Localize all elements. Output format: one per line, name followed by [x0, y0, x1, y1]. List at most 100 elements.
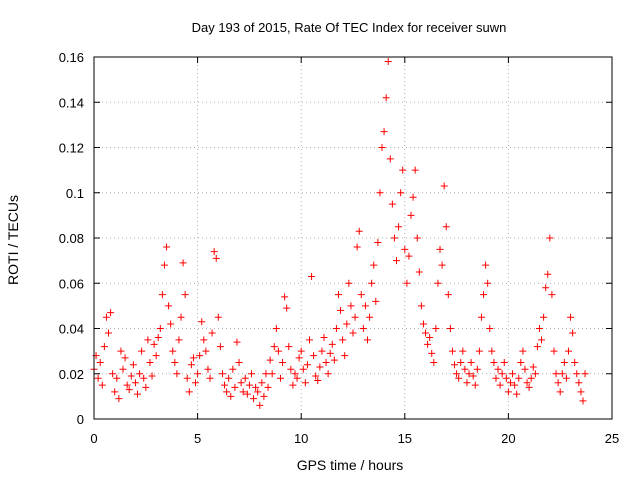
- y-tick-label: 0.1: [66, 186, 84, 201]
- data-point-plus: [158, 291, 166, 299]
- data-point-plus: [492, 374, 500, 382]
- data-point-plus: [374, 239, 382, 247]
- data-point-plus: [558, 370, 566, 378]
- data-point-plus: [542, 284, 550, 292]
- data-point-plus: [231, 383, 239, 391]
- x-tick-label: 20: [501, 431, 515, 446]
- data-point-plus: [117, 347, 125, 355]
- data-point-plus: [330, 356, 338, 364]
- data-point-plus: [113, 374, 121, 382]
- data-point-plus: [527, 374, 535, 382]
- data-point-plus: [295, 354, 303, 362]
- data-point-plus: [347, 302, 355, 310]
- data-point-plus: [577, 388, 585, 396]
- data-point-plus: [339, 336, 347, 344]
- y-tick-label: 0.06: [59, 276, 84, 291]
- data-point-plus: [482, 261, 490, 269]
- data-point-plus: [403, 279, 411, 287]
- data-point-plus: [266, 356, 274, 364]
- data-point-plus: [328, 340, 336, 348]
- data-point-plus: [187, 361, 195, 369]
- data-point-plus: [109, 370, 117, 378]
- data-point-plus: [351, 313, 359, 321]
- data-point-plus: [523, 379, 531, 387]
- data-point-plus: [148, 372, 156, 380]
- data-point-plus: [154, 334, 162, 342]
- data-point-plus: [308, 272, 316, 280]
- data-point-plus: [305, 336, 313, 344]
- data-point-plus: [498, 370, 506, 378]
- data-point-plus: [121, 354, 129, 362]
- data-point-plus: [554, 379, 562, 387]
- data-point-plus: [573, 370, 581, 378]
- data-point-plus: [448, 347, 456, 355]
- x-tick-label: 15: [398, 431, 412, 446]
- data-point-plus: [459, 347, 467, 355]
- data-point-plus: [156, 325, 164, 332]
- data-point-plus: [175, 336, 183, 344]
- data-point-plus: [260, 392, 268, 400]
- data-point-plus: [210, 248, 218, 256]
- data-point-plus: [140, 374, 148, 382]
- data-point-plus: [94, 374, 102, 382]
- data-point-plus: [405, 252, 413, 260]
- data-point-plus: [461, 365, 469, 373]
- data-point-plus: [407, 211, 415, 219]
- data-point-plus: [571, 358, 579, 366]
- data-point-plus: [422, 329, 430, 337]
- data-point-plus: [457, 358, 465, 366]
- data-point-plus: [202, 347, 210, 355]
- data-point-plus: [513, 390, 521, 398]
- data-point-plus: [494, 365, 502, 373]
- data-point-plus: [245, 381, 253, 389]
- data-point-plus: [212, 254, 220, 262]
- data-point-plus: [484, 279, 492, 287]
- data-point-plus: [500, 358, 508, 366]
- data-point-plus: [256, 401, 264, 409]
- data-point-plus: [413, 234, 421, 242]
- data-point-plus: [432, 325, 440, 332]
- data-point-plus: [409, 193, 417, 201]
- x-axis-label: GPS time / hours: [297, 457, 404, 473]
- y-tick-label: 0.02: [59, 367, 84, 382]
- data-point-plus: [469, 372, 477, 380]
- data-point-plus: [131, 379, 139, 387]
- x-tick-label: 10: [294, 431, 308, 446]
- chart-title: Day 193 of 2015, Rate Of TEC Index for r…: [192, 20, 507, 35]
- data-point-plus: [268, 370, 276, 378]
- y-axis-label: ROTI / TECUs: [5, 195, 21, 285]
- data-point-plus: [146, 358, 154, 366]
- data-point-plus: [370, 261, 378, 269]
- data-point-plus: [297, 347, 305, 355]
- data-point-plus: [237, 379, 245, 387]
- data-point-plus: [401, 245, 409, 253]
- data-point-plus: [173, 370, 181, 378]
- data-point-plus: [183, 374, 191, 382]
- data-point-plus: [511, 381, 519, 389]
- data-point-plus: [223, 388, 231, 396]
- data-point-plus: [438, 261, 446, 269]
- data-point-plus: [380, 128, 388, 136]
- data-point-plus: [316, 363, 324, 371]
- data-point-plus: [357, 291, 365, 299]
- data-point-plus: [455, 374, 463, 382]
- data-point-plus: [218, 370, 226, 378]
- data-point-plus: [579, 397, 587, 405]
- data-point-plus: [247, 370, 255, 378]
- data-point-plus: [533, 343, 541, 351]
- data-point-plus: [208, 329, 216, 337]
- data-point-plus: [531, 370, 539, 378]
- data-point-plus: [564, 347, 572, 355]
- data-point-plus: [189, 354, 197, 362]
- data-point-plus: [424, 340, 432, 348]
- data-point-plus: [517, 358, 525, 366]
- data-point-plus: [127, 372, 135, 380]
- data-point-plus: [361, 302, 369, 310]
- data-point-plus: [179, 259, 187, 267]
- data-point-plus: [125, 386, 133, 394]
- data-point-plus: [198, 318, 206, 326]
- data-point-plus: [544, 270, 552, 278]
- data-point-plus: [150, 340, 158, 348]
- data-point-plus: [200, 336, 208, 344]
